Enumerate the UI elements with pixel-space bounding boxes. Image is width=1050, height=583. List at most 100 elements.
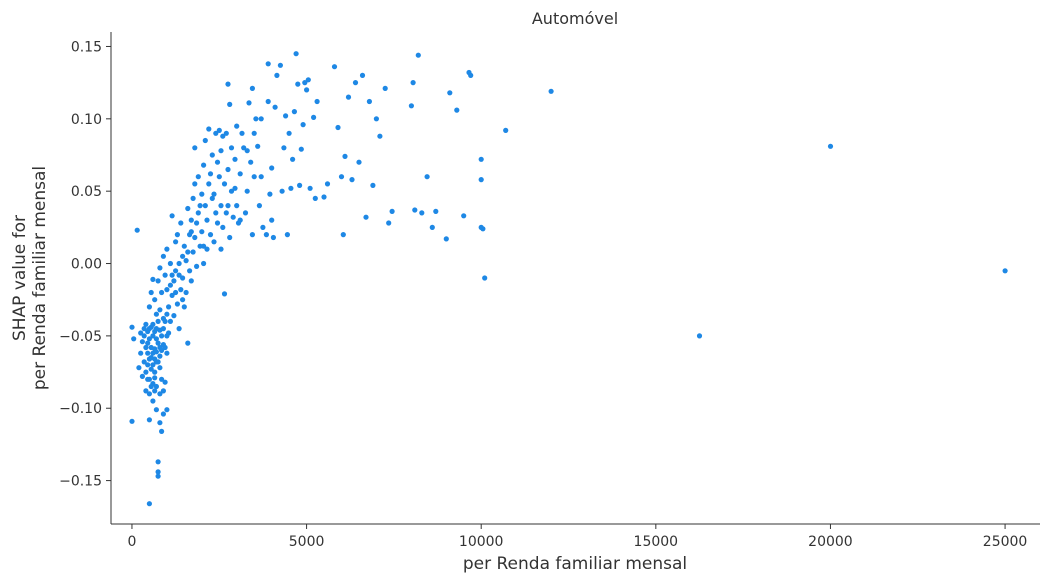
data-point (232, 185, 238, 191)
data-point (258, 174, 264, 180)
data-point (419, 210, 425, 216)
y-tick-label: 0.00 (71, 257, 102, 273)
data-point (139, 339, 145, 345)
data-point (201, 243, 207, 249)
data-point (146, 326, 152, 332)
data-point (389, 208, 395, 214)
data-point (265, 98, 271, 105)
data-point (307, 185, 313, 191)
data-point (192, 181, 198, 187)
data-point (164, 287, 170, 293)
data-point (503, 127, 509, 133)
data-point (181, 243, 187, 249)
data-point (185, 249, 191, 255)
data-point (153, 326, 159, 332)
data-point (194, 263, 200, 269)
data-point (146, 501, 152, 507)
data-point (153, 359, 159, 365)
data-point (150, 276, 156, 282)
data-point (480, 226, 486, 232)
data-point (225, 166, 231, 173)
data-point (181, 304, 187, 310)
data-point (239, 130, 245, 136)
data-point (269, 165, 275, 171)
data-point (153, 383, 159, 390)
data-point (410, 80, 416, 86)
data-point (153, 311, 159, 317)
data-point (204, 217, 210, 223)
data-point (256, 203, 262, 209)
data-point (269, 217, 275, 223)
data-point (220, 224, 226, 230)
data-point (211, 239, 217, 245)
data-point (199, 229, 205, 235)
x-tick-label: 0 (127, 534, 136, 550)
data-point (155, 278, 161, 284)
data-point (155, 459, 161, 465)
data-point (204, 246, 210, 252)
data-point (274, 72, 280, 78)
data-point (134, 227, 140, 233)
y-tick-label: −0.15 (59, 474, 102, 490)
data-point (176, 272, 182, 278)
data-point (209, 195, 215, 201)
data-point (232, 156, 238, 162)
data-point (141, 333, 147, 339)
x-ticks: 0 5000 10000 15000 20000 25000 (127, 524, 1027, 550)
data-point (183, 258, 189, 264)
data-point (321, 194, 327, 200)
data-point (201, 162, 207, 168)
data-point (164, 246, 170, 252)
data-point (295, 81, 301, 87)
data-point (152, 297, 158, 303)
data-point (131, 336, 137, 342)
y-tick-label: 0.10 (71, 112, 102, 128)
data-point (272, 104, 278, 110)
data-point (153, 407, 159, 413)
data-point (173, 289, 179, 296)
data-point (249, 232, 255, 238)
data-point (283, 113, 289, 119)
data-point (279, 188, 285, 194)
data-point (213, 130, 219, 136)
data-point (263, 232, 269, 238)
data-point (159, 376, 165, 382)
y-axis-label: SHAP value for per Renda familiar mensal (10, 166, 50, 390)
data-point (270, 234, 276, 241)
data-point (143, 369, 149, 375)
data-point (143, 388, 149, 394)
data-point (454, 107, 460, 113)
data-point (185, 205, 191, 212)
data-point (167, 282, 173, 288)
data-point (157, 420, 163, 426)
data-point (209, 152, 215, 158)
data-point (468, 72, 474, 78)
data-point (146, 336, 152, 342)
data-point (207, 171, 214, 177)
data-point (359, 72, 366, 78)
y-ticks: −0.15 −0.10 −0.05 0.00 0.05 0.10 0.15 (59, 39, 111, 490)
data-point (174, 232, 180, 238)
data-point (148, 366, 154, 372)
data-point (145, 340, 151, 346)
data-point (197, 203, 203, 209)
data-point (164, 311, 170, 317)
data-point (180, 275, 186, 281)
data-point (338, 174, 345, 180)
data-point (342, 153, 348, 159)
data-point (461, 213, 467, 219)
data-point (188, 229, 194, 235)
data-point (206, 181, 212, 187)
data-point (340, 232, 346, 238)
data-point (251, 174, 257, 180)
data-point (429, 224, 435, 230)
data-point (192, 145, 198, 151)
data-point (225, 81, 231, 87)
data-point (433, 208, 439, 214)
x-tick-label: 5000 (289, 534, 325, 550)
data-point (244, 188, 250, 194)
data-point (267, 191, 273, 197)
data-point (171, 313, 177, 319)
data-point (164, 350, 170, 356)
data-point (169, 272, 175, 278)
